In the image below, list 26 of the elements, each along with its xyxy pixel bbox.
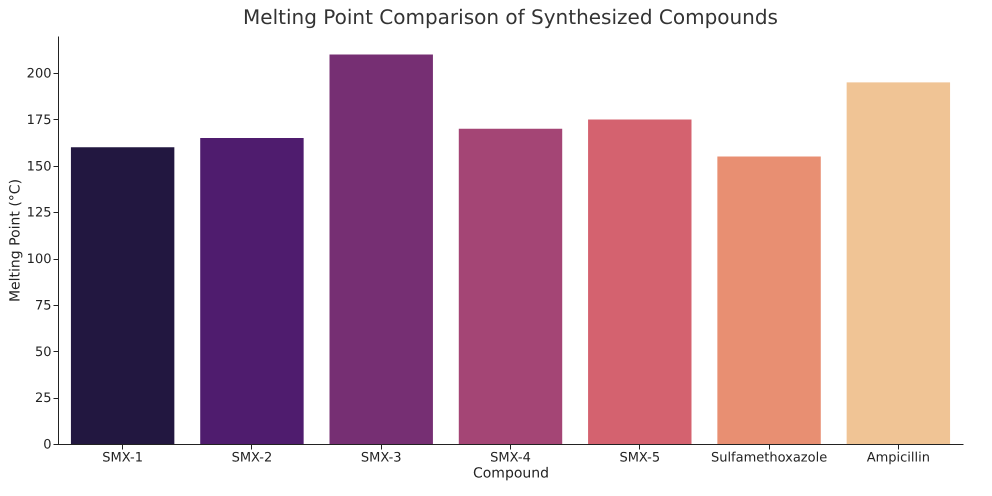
bar (588, 119, 692, 444)
bar (70, 147, 174, 444)
y-tick-label: 125 (26, 206, 52, 221)
y-tick-label: 100 (26, 252, 52, 268)
x-tick-label: Ampicillin (866, 450, 930, 466)
x-tick-label: SMX-4 (490, 450, 531, 466)
x-tick-label: SMX-2 (232, 450, 272, 466)
x-tick-label: SMX-5 (619, 450, 660, 466)
x-tick-label: SMX-3 (360, 450, 402, 466)
x-tick-label: SMX-1 (102, 450, 143, 466)
bar (200, 138, 304, 444)
y-tick-label: 175 (26, 112, 52, 128)
y-axis-title: Melting Point (°C) (8, 178, 24, 302)
y-tick-label: 50 (34, 344, 52, 360)
y-tick-label: 75 (34, 298, 52, 314)
y-tick-label: 0 (43, 438, 52, 452)
x-axis-title: Compound (472, 466, 550, 482)
bar (717, 156, 821, 444)
bar (458, 128, 562, 444)
y-tick-label: 200 (26, 66, 52, 82)
y-tick-label: 150 (26, 159, 52, 174)
y-tick-label: 25 (34, 391, 52, 406)
chart-title: Melting Point Comparison of Synthesized Compounds (243, 5, 778, 29)
x-tick-label: Sulfamethoxazole (710, 450, 828, 466)
bar (846, 82, 950, 444)
bar (330, 54, 433, 444)
